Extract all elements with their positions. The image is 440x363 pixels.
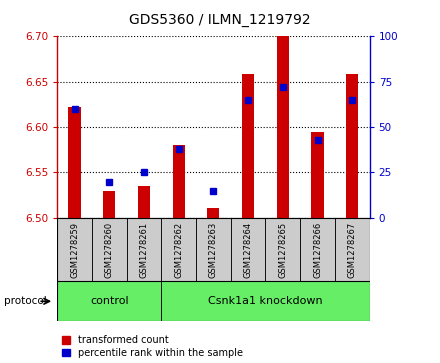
Bar	[172, 145, 185, 218]
Bar	[335, 218, 370, 281]
Text: GSM1278260: GSM1278260	[105, 221, 114, 278]
Text: GSM1278262: GSM1278262	[174, 221, 183, 278]
Bar	[92, 218, 127, 281]
Text: Csnk1a1 knockdown: Csnk1a1 knockdown	[208, 296, 323, 306]
Bar	[103, 191, 115, 218]
Bar	[312, 131, 323, 218]
Bar	[265, 218, 300, 281]
Text: GSM1278261: GSM1278261	[139, 221, 148, 278]
Text: GSM1278265: GSM1278265	[279, 221, 287, 278]
Text: GSM1278263: GSM1278263	[209, 221, 218, 278]
Bar	[57, 281, 161, 321]
Bar	[277, 36, 289, 218]
Bar	[196, 218, 231, 281]
Bar	[57, 218, 92, 281]
Bar	[127, 218, 161, 281]
Bar	[161, 281, 370, 321]
Bar	[69, 107, 81, 218]
Bar	[346, 74, 358, 218]
Bar	[138, 186, 150, 218]
Text: GSM1278266: GSM1278266	[313, 221, 322, 278]
Bar	[300, 218, 335, 281]
Text: GSM1278264: GSM1278264	[244, 221, 253, 278]
Bar	[231, 218, 265, 281]
Text: GSM1278259: GSM1278259	[70, 221, 79, 278]
Text: GSM1278267: GSM1278267	[348, 221, 357, 278]
Text: protocol: protocol	[4, 296, 47, 306]
Bar	[161, 218, 196, 281]
Bar	[242, 74, 254, 218]
Bar	[207, 208, 220, 218]
Legend: transformed count, percentile rank within the sample: transformed count, percentile rank withi…	[62, 335, 242, 358]
Text: GDS5360 / ILMN_1219792: GDS5360 / ILMN_1219792	[129, 13, 311, 27]
Text: control: control	[90, 296, 128, 306]
